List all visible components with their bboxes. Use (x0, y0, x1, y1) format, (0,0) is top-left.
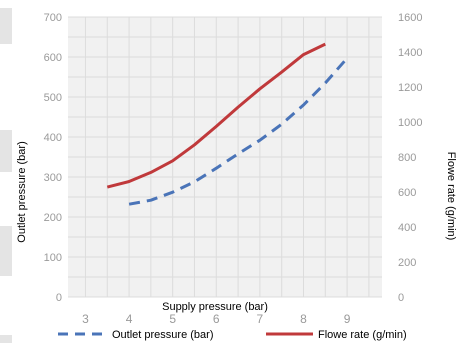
series-line-outlet-pressure (128, 57, 349, 206)
y-axis-ticks: 0 100 200 300 400 500 600 700 (44, 12, 62, 304)
y2-tick-label: 600 (398, 187, 416, 199)
y2-tick-label: 1400 (398, 47, 422, 59)
left-edge-strip (0, 226, 12, 276)
x-tick-label: 5 (169, 312, 176, 326)
y2-tick-label: 800 (398, 152, 416, 164)
x-tick-label: 8 (300, 312, 307, 326)
y-tick-label: 400 (44, 132, 62, 144)
left-edge-strip (0, 130, 12, 172)
legend-label-outlet-pressure: Outlet pressure (bar) (112, 329, 213, 341)
legend-label-flow-rate: Flowe rate (g/min) (318, 329, 407, 341)
x-tick-label: 9 (344, 312, 351, 326)
x-tick-label: 3 (82, 312, 89, 326)
y2-tick-label: 1600 (398, 12, 422, 24)
left-edge-strip (0, 8, 12, 44)
y2-axis-ticks: 0 200 400 600 800 1000 1200 1400 1600 (398, 12, 422, 304)
x-axis-label: Supply pressure (bar) (162, 301, 268, 313)
y-axis-label: Outlet pressure (bar) (16, 141, 28, 242)
y2-tick-label: 400 (398, 222, 416, 234)
y-tick-label: 700 (44, 12, 62, 24)
x-axis-ticks: 3 4 5 6 7 8 9 (82, 312, 351, 326)
x-tick-label: 7 (257, 312, 264, 326)
y2-tick-label: 1000 (398, 117, 422, 129)
y-tick-label: 600 (44, 52, 62, 64)
y-tick-label: 100 (44, 252, 62, 264)
y2-tick-label: 0 (398, 292, 404, 304)
y-tick-label: 500 (44, 92, 62, 104)
y2-axis-label: Flowe rate (g/min) (445, 152, 457, 241)
y2-tick-label: 200 (398, 257, 416, 269)
left-edge-strip (0, 335, 12, 343)
y-tick-label: 300 (44, 172, 62, 184)
y2-tick-label: 1200 (398, 82, 422, 94)
series-group (106, 42, 349, 206)
x-tick-label: 6 (213, 312, 220, 326)
series-line-flow-rate (106, 42, 326, 189)
y-tick-label: 0 (56, 292, 62, 304)
legend: Outlet pressure (bar) Flowe rate (g/min) (58, 329, 407, 341)
y-tick-label: 200 (44, 212, 62, 224)
x-tick-label: 4 (126, 312, 133, 326)
